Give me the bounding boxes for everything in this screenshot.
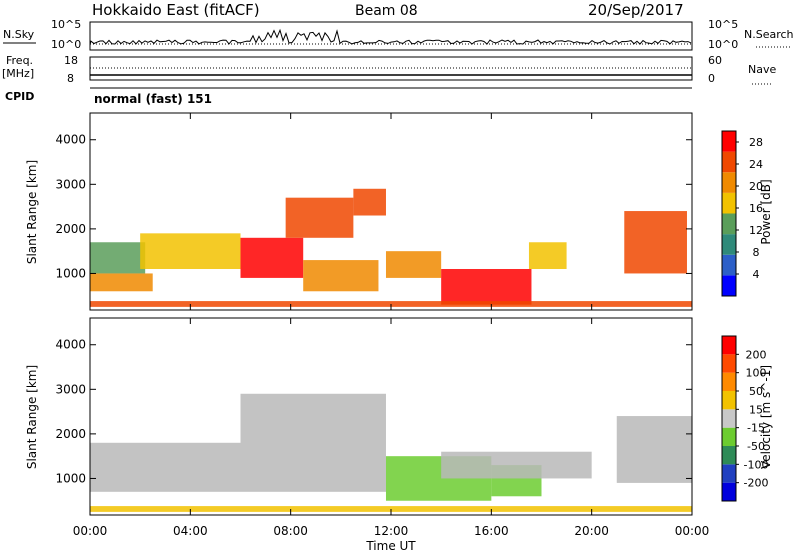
nsearch-tick-top: 10^5 [708,18,738,31]
freq-unit: [MHz] [2,67,34,80]
colorbar-tick-label: 24 [749,158,763,171]
y-tick-label: 3000 [55,177,86,191]
colorbar-tick-label: -200 [744,477,769,490]
y-tick-label: 4000 [55,338,86,352]
nave-label: Nave [748,63,776,76]
x-axis-label: Time UT [365,539,416,553]
colorbar-swatch [722,336,736,354]
noise-panel: N.Sky 10^5 10^0 10^5 10^0 N.Search [3,18,794,51]
x-tick-label: 00:00 [675,524,710,538]
colorbar-swatch [722,172,736,193]
colorbar-swatch [722,354,736,372]
scatter-region [241,238,304,278]
nsky-tick-bottom: 10^0 [51,38,81,51]
nsky-label: N.Sky [3,28,35,41]
colorbar-swatch [722,409,736,427]
power-panel-frame [90,113,692,310]
date-label: 20/Sep/2017 [588,1,684,19]
cpid-panel: CPID normal (fast) 151 [5,88,692,106]
colorbar-swatch [722,483,736,501]
nave-tick-bottom: 0 [708,72,715,85]
beam-label: Beam 08 [355,3,418,19]
scatter-region [303,260,378,291]
y-tick-label: 2000 [55,427,86,441]
colorbar-swatch [722,373,736,391]
x-tick-label: 04:00 [173,524,208,538]
nsky-trace [90,30,691,44]
x-tick-label: 00:00 [73,524,108,538]
velocity-plot-area [90,394,692,512]
power-ylabel: Slant Range [km] [25,160,39,264]
scatter-region [90,242,145,273]
power-panel: 1000 2000 3000 4000 Slant Range [km] 4 8 12 16… [25,113,773,310]
scatter-region [286,198,354,238]
colorbar-swatch [722,428,736,446]
velocity-ylabel: Slant Range [km] [25,365,39,469]
scatter-region [386,251,441,278]
freq-panel: Freq. [MHz] 18 8 60 0 Nave [2,54,776,85]
freq-label: Freq. [6,54,33,67]
y-tick-label: 1000 [55,266,86,280]
x-tick-label: 08:00 [273,524,308,538]
y-tick-label: 4000 [55,133,86,147]
colorbar-tick-label: 4 [753,268,760,281]
colorbar-swatch [722,234,736,255]
x-tick-label: 20:00 [574,524,609,538]
power-colorbar: 4 8 12 16 20 24 28 [722,131,763,296]
y-tick-label: 1000 [55,471,86,485]
colorbar-swatch [722,255,736,276]
scatter-region [529,242,567,269]
nave-tick-top: 60 [708,54,722,67]
scatter-region [353,189,386,216]
scatter-region [441,269,531,305]
rti-figure: Hokkaido East (fitACF) Beam 08 20/Sep/20… [0,0,800,554]
freq-tick-bottom: 8 [67,72,74,85]
velocity-panel: 1000 2000 3000 4000 Slant Range [km] 200 100… [25,318,773,515]
station-title: Hokkaido East (fitACF) [92,1,260,19]
freq-tick-top: 18 [64,54,78,67]
scatter-region [624,211,687,273]
colorbar-swatch [722,446,736,464]
time-axis: 00:00 04:00 08:00 12:00 16:00 20:00 00:00 [73,524,710,538]
colorbar-swatch [722,193,736,214]
colorbar-tick-label: 28 [749,136,763,149]
cpid-mode: normal (fast) 151 [94,92,212,106]
x-tick-label: 16:00 [474,524,509,538]
scatter-region [617,416,692,483]
x-tick-label: 12:00 [374,524,409,538]
colorbar-swatch [722,152,736,173]
colorbar-swatch [722,131,736,152]
colorbar-swatch [722,464,736,482]
power-plot-area [90,189,692,307]
colorbar-swatch [722,275,736,296]
scatter-region [90,443,241,492]
nsky-tick-top: 10^5 [51,18,81,31]
colorbar-swatch [722,391,736,409]
noise-panel-frame [90,22,692,50]
power-colorbar-label: Power [dB] [759,179,773,244]
velocity-colorbar-label: Velocity [m s^-1] [759,365,773,469]
y-tick-label: 2000 [55,222,86,236]
scatter-region [441,452,591,479]
colorbar-tick-label: 200 [746,348,767,361]
colorbar-tick-label: 8 [753,246,760,259]
scatter-region [90,273,153,291]
cpid-label: CPID [5,90,34,103]
scatter-region [140,233,240,269]
nsearch-tick-bottom: 10^0 [708,38,738,51]
colorbar-swatch [722,214,736,235]
nsearch-label: N.Search [744,28,794,41]
scatter-region [241,394,386,492]
y-tick-label: 3000 [55,382,86,396]
